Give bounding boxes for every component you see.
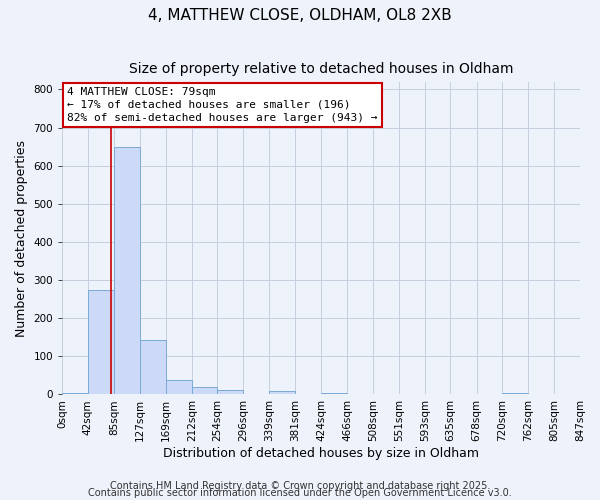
Bar (166, 380, 192, 394)
Bar (217, 390, 243, 394)
Bar (114, 148, 140, 394)
Text: 4, MATTHEW CLOSE, OLDHAM, OL8 2XB: 4, MATTHEW CLOSE, OLDHAM, OL8 2XB (148, 8, 452, 22)
Text: 4 MATTHEW CLOSE: 79sqm
← 17% of detached houses are smaller (196)
82% of semi-de: 4 MATTHEW CLOSE: 79sqm ← 17% of detached… (67, 86, 378, 123)
X-axis label: Distribution of detached houses by size in Oldham: Distribution of detached houses by size … (163, 447, 479, 460)
Y-axis label: Number of detached properties: Number of detached properties (15, 140, 28, 336)
Title: Size of property relative to detached houses in Oldham: Size of property relative to detached ho… (129, 62, 514, 76)
Text: Contains HM Land Registry data © Crown copyright and database right 2025.: Contains HM Land Registry data © Crown c… (110, 481, 490, 491)
Bar (88, 290, 114, 395)
Bar (192, 387, 217, 394)
Bar (322, 392, 347, 394)
Text: Contains public sector information licensed under the Open Government Licence v3: Contains public sector information licen… (88, 488, 512, 498)
Bar (62, 392, 88, 394)
Bar (140, 340, 166, 394)
Bar (269, 390, 295, 394)
